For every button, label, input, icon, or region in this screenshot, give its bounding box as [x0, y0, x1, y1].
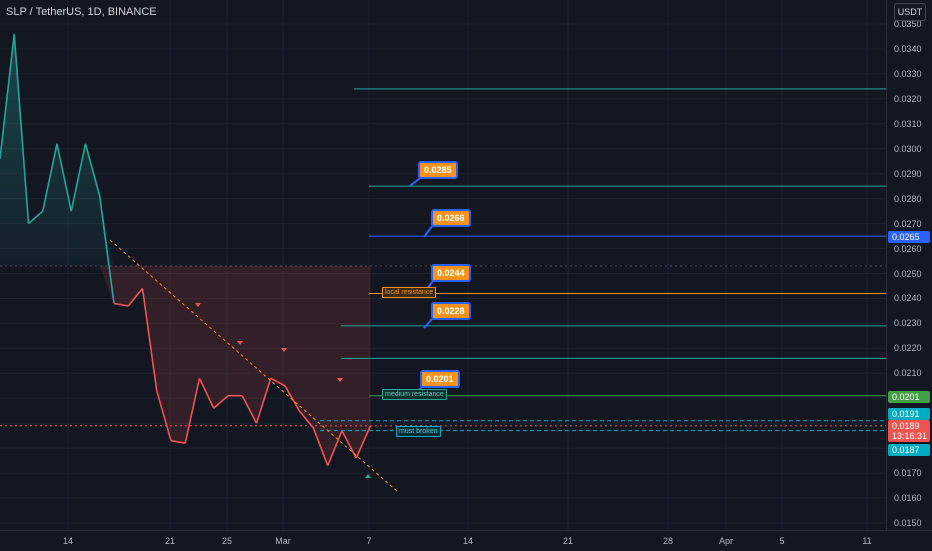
sell-marker — [281, 348, 287, 352]
symbol-title: SLP / TetherUS, 1D, BINANCE — [6, 6, 157, 18]
price-line-segment — [255, 378, 272, 424]
price-line-segment — [70, 143, 87, 212]
callout-0285[interactable]: 0.0285 — [418, 161, 458, 179]
time-axis[interactable]: 14 21 25 Mar 7 14 21 28 Apr 5 11 — [0, 530, 932, 551]
price-line-segment — [213, 395, 229, 409]
date-tick-label: 28 — [662, 536, 674, 546]
date-tick-label: 14 — [462, 536, 474, 546]
callout-0201[interactable]: 0.0201 — [420, 370, 460, 388]
price-tag-current: 0.0189 13:16:31 — [888, 420, 930, 442]
price-line-segment — [355, 425, 372, 459]
price-line-segment — [184, 378, 201, 444]
price-tick-label: 0.0250 — [894, 268, 922, 279]
price-line-segment — [84, 143, 101, 197]
price-tick-label: 0.0160 — [894, 493, 922, 504]
date-tick-label: 11 — [862, 536, 872, 546]
price-chart[interactable] — [0, 0, 886, 530]
price-tick-label: 0.0270 — [894, 218, 922, 229]
price-tick-label: 0.0290 — [894, 168, 922, 179]
price-tag-0187: 0.0187 — [888, 444, 930, 456]
callout-pointer — [423, 224, 434, 238]
sell-marker — [195, 303, 201, 307]
price-line-segment — [0, 33, 16, 159]
date-tick-label: 21 — [164, 536, 176, 546]
callout-0228[interactable]: 0.0228 — [431, 302, 471, 320]
price-line-segment — [155, 390, 172, 441]
callout-pointer — [409, 177, 421, 187]
price-tick-label: 0.0330 — [894, 68, 922, 79]
price-line-segment — [98, 196, 115, 304]
price-tick-label: 0.0220 — [894, 343, 922, 354]
date-tick-label: Apr — [718, 536, 734, 546]
price-tick-label: 0.0240 — [894, 293, 922, 304]
price-tick-label: 0.0300 — [894, 143, 922, 154]
price-tag-0265: 0.0265 — [888, 231, 930, 243]
price-line-segment — [170, 439, 186, 444]
price-tick-label: 0.0320 — [894, 93, 922, 104]
price-line-segment — [270, 377, 286, 387]
note-medium-resistance[interactable]: medium resistance — [382, 389, 447, 400]
note-must-broken[interactable]: must broken — [396, 426, 441, 437]
date-tick-label: 21 — [562, 536, 574, 546]
note-local-resistance[interactable]: local resistance — [382, 287, 437, 298]
price-tick-label: 0.0310 — [894, 118, 922, 129]
price-line-segment — [113, 302, 129, 307]
date-tick-label: 7 — [366, 536, 372, 546]
price-tick-label: 0.0170 — [894, 468, 922, 479]
callout-pointer — [423, 317, 434, 329]
price-line-segment — [284, 385, 300, 412]
price-tick-label: 0.0280 — [894, 193, 922, 204]
price-line-segment — [41, 143, 58, 212]
price-line-segment — [56, 143, 73, 212]
price-line-segment — [141, 288, 158, 391]
date-tick-label: Mar — [275, 536, 291, 546]
price-line-segment — [27, 210, 44, 225]
price-line-segment — [241, 395, 258, 424]
buy-marker — [365, 474, 371, 478]
date-tick-label: 14 — [62, 536, 74, 546]
price-line-segment — [127, 287, 144, 307]
price-tick-label: 0.0350 — [894, 19, 922, 29]
upper-fill-area — [0, 33, 371, 267]
price-tick-label: 0.0210 — [894, 368, 922, 379]
callout-0244[interactable]: 0.0244 — [431, 264, 471, 282]
price-line-segment — [312, 427, 329, 466]
price-tick-label: 0.0260 — [894, 243, 922, 254]
price-tick-label: 0.0340 — [894, 43, 922, 54]
price-tag-0191: 0.0191 — [888, 408, 930, 420]
price-line-segment — [198, 377, 215, 409]
price-line-segment — [13, 33, 30, 224]
currency-label[interactable]: USDT — [894, 3, 926, 21]
callout-0266[interactable]: 0.0266 — [431, 209, 471, 227]
price-tick-label: 0.0230 — [894, 318, 922, 329]
price-tag-0201: 0.0201 — [888, 391, 930, 403]
date-tick-label: 25 — [221, 536, 233, 546]
trend-line — [109, 239, 399, 493]
lower-fill-area — [0, 266, 371, 466]
price-line-segment — [327, 430, 343, 466]
price-tick-label: 0.0150 — [894, 518, 922, 528]
sell-marker — [337, 378, 343, 382]
current-price: 0.0189 — [892, 421, 920, 431]
date-tick-label: 5 — [779, 536, 785, 546]
countdown: 13:16:31 — [892, 431, 928, 441]
sell-marker — [237, 341, 243, 345]
